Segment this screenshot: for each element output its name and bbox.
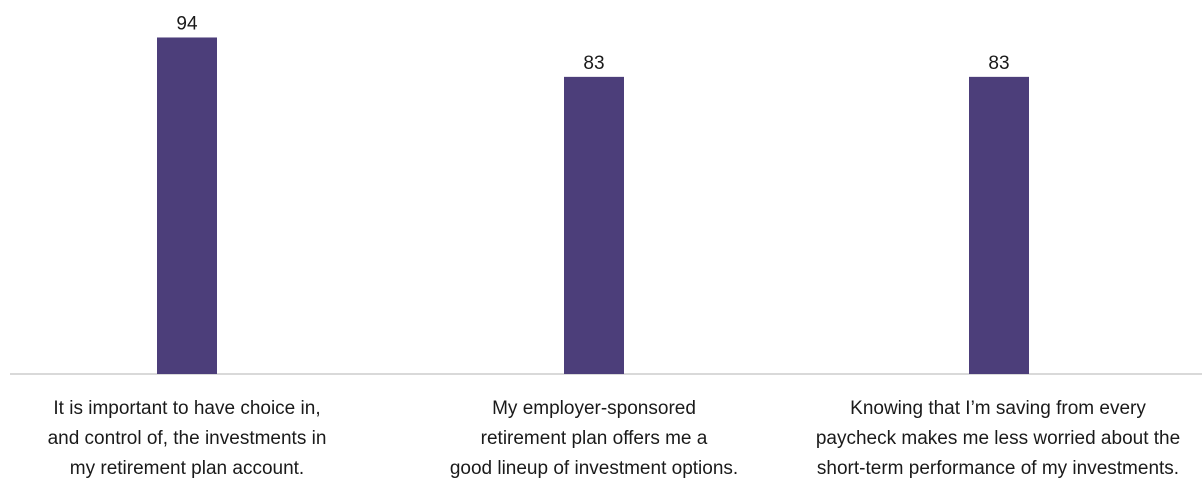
value-label-1: 94 (176, 13, 198, 34)
category-label-1-line-3: my retirement plan account. (69, 458, 305, 479)
value-labels-group: 94 83 83 (176, 13, 1009, 73)
category-label-3: Knowing that I’m saving from every paych… (798, 394, 1198, 484)
category-label-1: It is important to have choice in, and c… (0, 394, 387, 484)
bar-2 (564, 76, 624, 375)
category-label-1-line-2: and control of, the investments in (47, 428, 327, 449)
category-label-2-line-1: My employer-sponsored (492, 398, 696, 419)
category-label-3-line-3: short-term performance of my investments… (816, 458, 1180, 479)
category-label-1-line-1: It is important to have choice in, (53, 398, 321, 419)
bar-1 (157, 37, 217, 374)
bars-group (157, 37, 1029, 375)
value-label-2: 83 (583, 53, 604, 74)
category-label-2-line-2: retirement plan offers me a (480, 428, 708, 449)
category-label-3-line-1: Knowing that I’m saving from every (850, 398, 1146, 419)
bar-3 (969, 76, 1029, 375)
category-label-2-line-3: good lineup of investment options. (449, 458, 739, 479)
category-label-2: My employer-sponsored retirement plan of… (394, 394, 794, 484)
value-label-3: 83 (988, 53, 1009, 74)
category-label-3-line-2: paycheck makes me less worried about the (815, 428, 1181, 449)
